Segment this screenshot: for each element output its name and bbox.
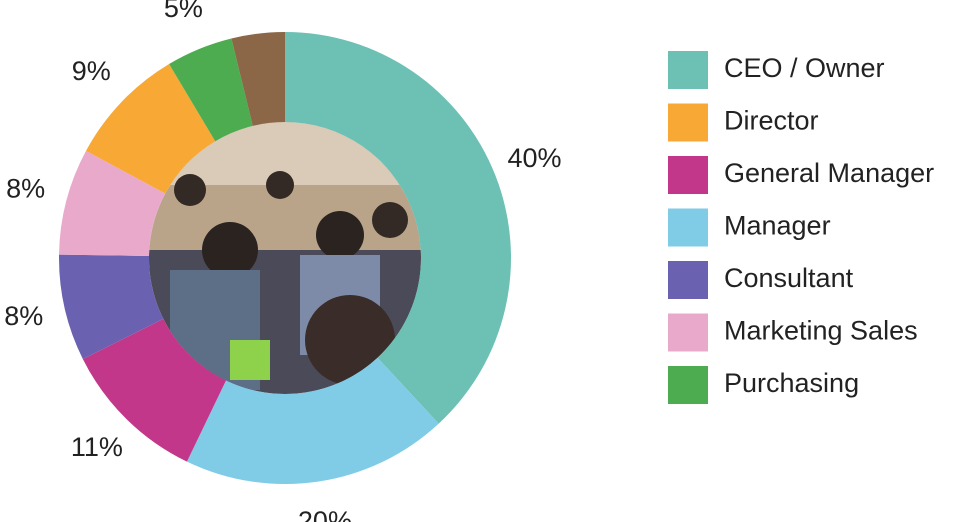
legend-label: Marketing Sales	[724, 316, 918, 346]
legend-swatch	[668, 314, 708, 352]
legend-swatch	[668, 156, 708, 194]
legend-swatch	[668, 209, 708, 247]
slice-label: 40%	[507, 143, 561, 173]
legend-swatch	[668, 51, 708, 89]
slice-label: 8%	[4, 301, 43, 331]
legend-label: Director	[724, 106, 819, 136]
chart: 40% 20% 11% 8% 8% 9% 5% CEO / Owner Director Gene…	[0, 0, 957, 522]
slice-label: 11%	[71, 432, 123, 462]
legend-swatch	[668, 104, 708, 142]
legend-label: Purchasing	[724, 368, 859, 398]
slice-label: 5%	[164, 0, 203, 23]
legend-label: General Manager	[724, 158, 934, 188]
legend-label: CEO / Owner	[724, 53, 885, 83]
slice-label: 8%	[6, 174, 45, 204]
slice-label: 20%	[298, 506, 352, 522]
legend-label: Consultant	[724, 263, 854, 293]
legend-swatch	[668, 261, 708, 299]
slice-label: 9%	[72, 56, 111, 86]
legend-label: Manager	[724, 211, 831, 241]
legend-swatch	[668, 366, 708, 404]
